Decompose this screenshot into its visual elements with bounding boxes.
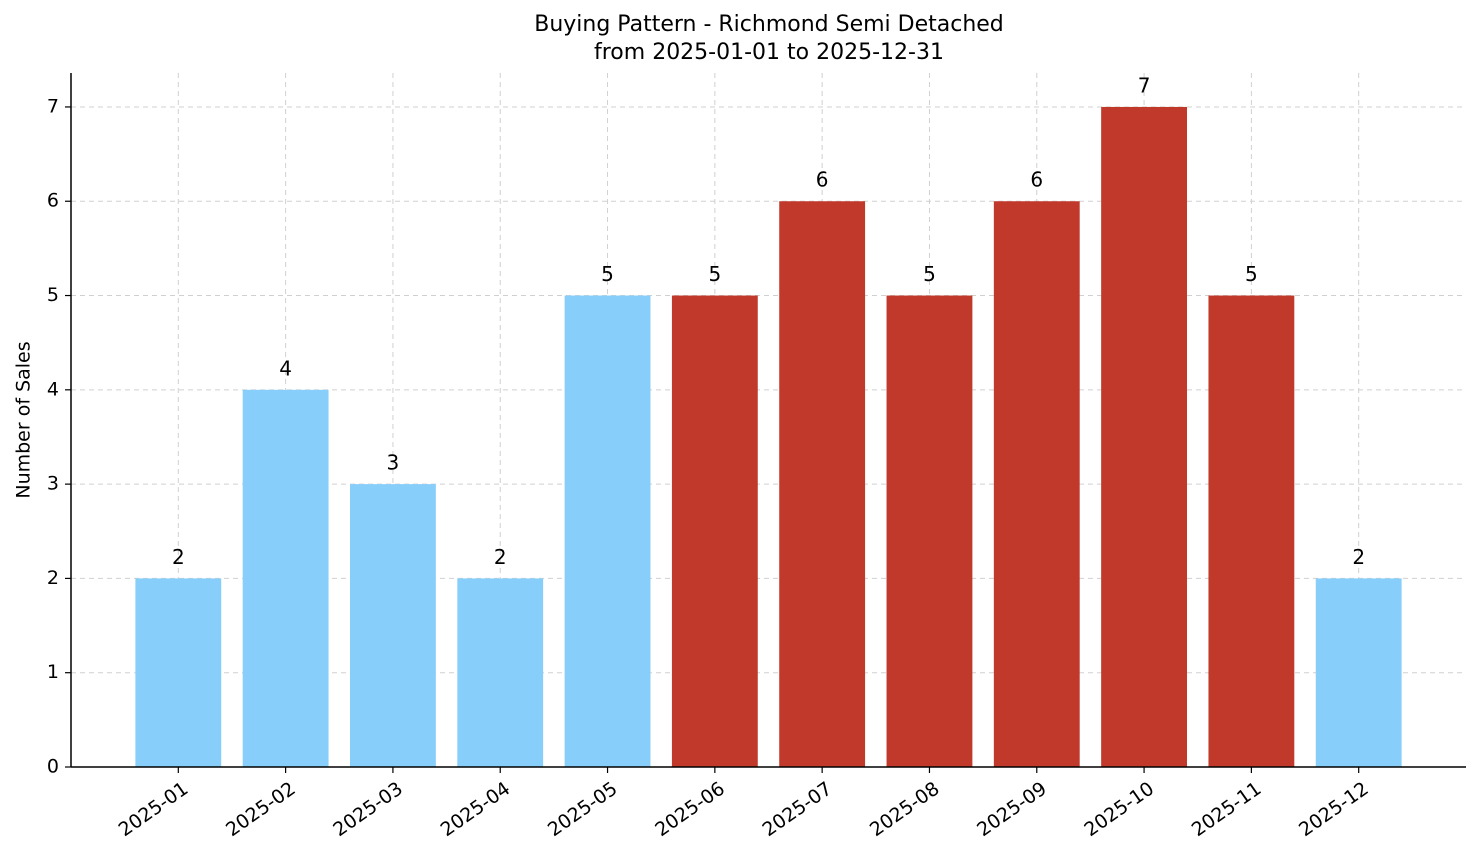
x-tick-label: 2025-05 — [544, 778, 622, 842]
x-tick-label: 2025-08 — [866, 778, 944, 842]
y-axis-label: Number of Sales — [13, 341, 35, 498]
bar — [993, 201, 1080, 767]
y-tick-label: 3 — [47, 473, 59, 495]
bar — [1315, 578, 1402, 767]
x-tick-label: 2025-06 — [651, 778, 729, 842]
bar — [135, 578, 222, 767]
x-tick-label: 2025-09 — [973, 778, 1051, 842]
bar — [671, 295, 758, 767]
data-label: 2 — [1352, 545, 1365, 569]
data-label: 6 — [816, 168, 829, 192]
y-tick-label: 4 — [47, 378, 59, 400]
bar — [457, 578, 544, 767]
x-tick-label: 2025-02 — [222, 778, 300, 842]
x-tick-label: 2025-01 — [115, 778, 193, 842]
data-label: 2 — [494, 545, 507, 569]
data-label: 5 — [1245, 262, 1258, 286]
data-label: 5 — [601, 262, 614, 286]
data-label: 7 — [1138, 73, 1151, 97]
data-label: 3 — [387, 451, 400, 475]
y-tick-label: 6 — [47, 190, 59, 212]
x-tick-label: 2025-07 — [759, 778, 837, 842]
data-label: 4 — [279, 356, 292, 380]
data-label: 2 — [172, 545, 185, 569]
y-tick-label: 2 — [47, 567, 59, 589]
x-tick-label: 2025-11 — [1188, 778, 1266, 842]
bar — [779, 201, 866, 767]
x-tick-label: 2025-03 — [329, 778, 407, 842]
y-tick-label: 1 — [47, 661, 59, 683]
bar — [886, 295, 973, 767]
data-label: 6 — [1030, 168, 1043, 192]
bar — [1101, 106, 1187, 767]
x-tick-label: 2025-10 — [1080, 778, 1158, 842]
bar — [564, 295, 651, 767]
bar — [1208, 295, 1295, 767]
chart-subtitle: from 2025-01-01 to 2025-12-31 — [594, 40, 944, 65]
data-label: 5 — [708, 262, 721, 286]
y-tick-label: 5 — [47, 284, 59, 306]
bar — [242, 389, 329, 767]
y-tick-label: 7 — [47, 95, 59, 117]
bar — [350, 484, 436, 767]
x-tick-label: 2025-12 — [1295, 778, 1373, 842]
data-label: 5 — [923, 262, 936, 286]
chart-title: Buying Pattern - Richmond Semi Detached — [534, 12, 1004, 37]
x-tick-label: 2025-04 — [437, 778, 515, 842]
y-tick-label: 0 — [47, 756, 59, 778]
